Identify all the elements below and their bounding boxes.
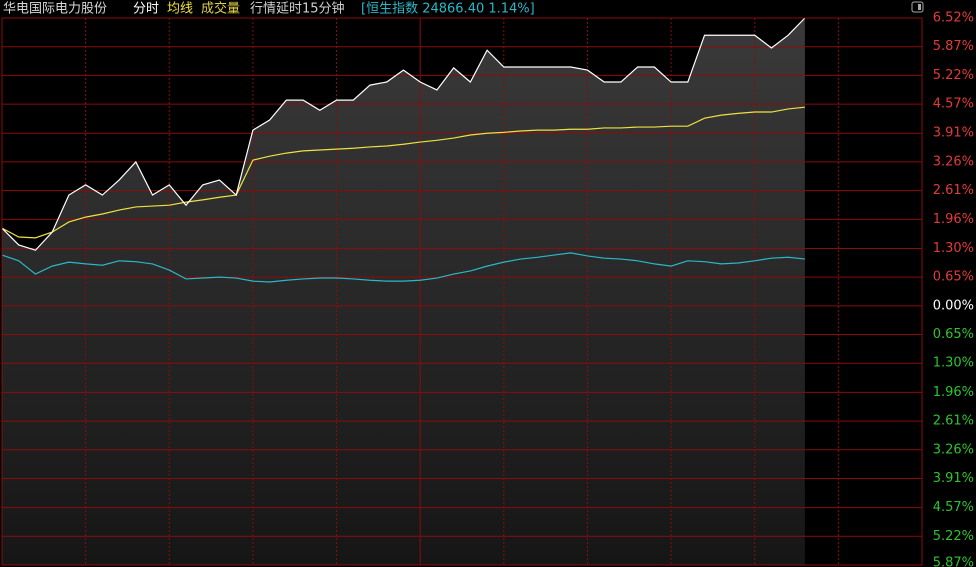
y-tick-label: 5.22% (933, 529, 974, 544)
y-tick-label: 0.65% (933, 327, 974, 342)
price-area (2, 18, 805, 565)
plot-area (1, 17, 922, 566)
y-tick-label: 0.00% (933, 298, 974, 313)
y-tick-label: 2.61% (933, 414, 974, 429)
series-line (1, 17, 806, 251)
y-tick-label: 3.26% (933, 442, 974, 457)
settings-icon[interactable] (911, 1, 924, 13)
volume-label: 成交量 (201, 1, 240, 17)
y-tick-label: 5.87% (933, 556, 974, 567)
y-tick-label: 2.61% (933, 183, 974, 198)
index-quote: [恒生指数 24866.40 1.14%] (361, 2, 535, 17)
series-line (1, 106, 805, 239)
y-tick-label: 4.57% (933, 500, 974, 515)
stock-name: 华电国际电力股份 (3, 2, 107, 17)
y-tick-label: 1.30% (933, 356, 974, 371)
average-series-label: 均线 (167, 2, 193, 17)
y-tick-label: 1.96% (933, 212, 974, 227)
y-tick-label: 5.22% (933, 68, 974, 83)
y-tick-label: 1.30% (933, 241, 974, 256)
series-line (1, 252, 805, 283)
delay-note: 行情延时15分钟 (250, 1, 345, 17)
price-series-label: 分时 (133, 2, 159, 17)
y-tick-label: 1.96% (933, 385, 974, 400)
y-tick-label: 3.26% (933, 154, 974, 169)
settings-icon-inner (918, 4, 921, 10)
y-tick-label: 0.65% (933, 270, 974, 285)
y-tick-label: 4.57% (933, 97, 974, 112)
y-tick-label: 3.91% (933, 471, 974, 486)
plot-frame (1, 17, 923, 566)
y-tick-label: 5.87% (933, 39, 974, 54)
y-tick-label: 3.91% (933, 126, 974, 141)
y-tick-label: 6.52% (933, 11, 974, 26)
